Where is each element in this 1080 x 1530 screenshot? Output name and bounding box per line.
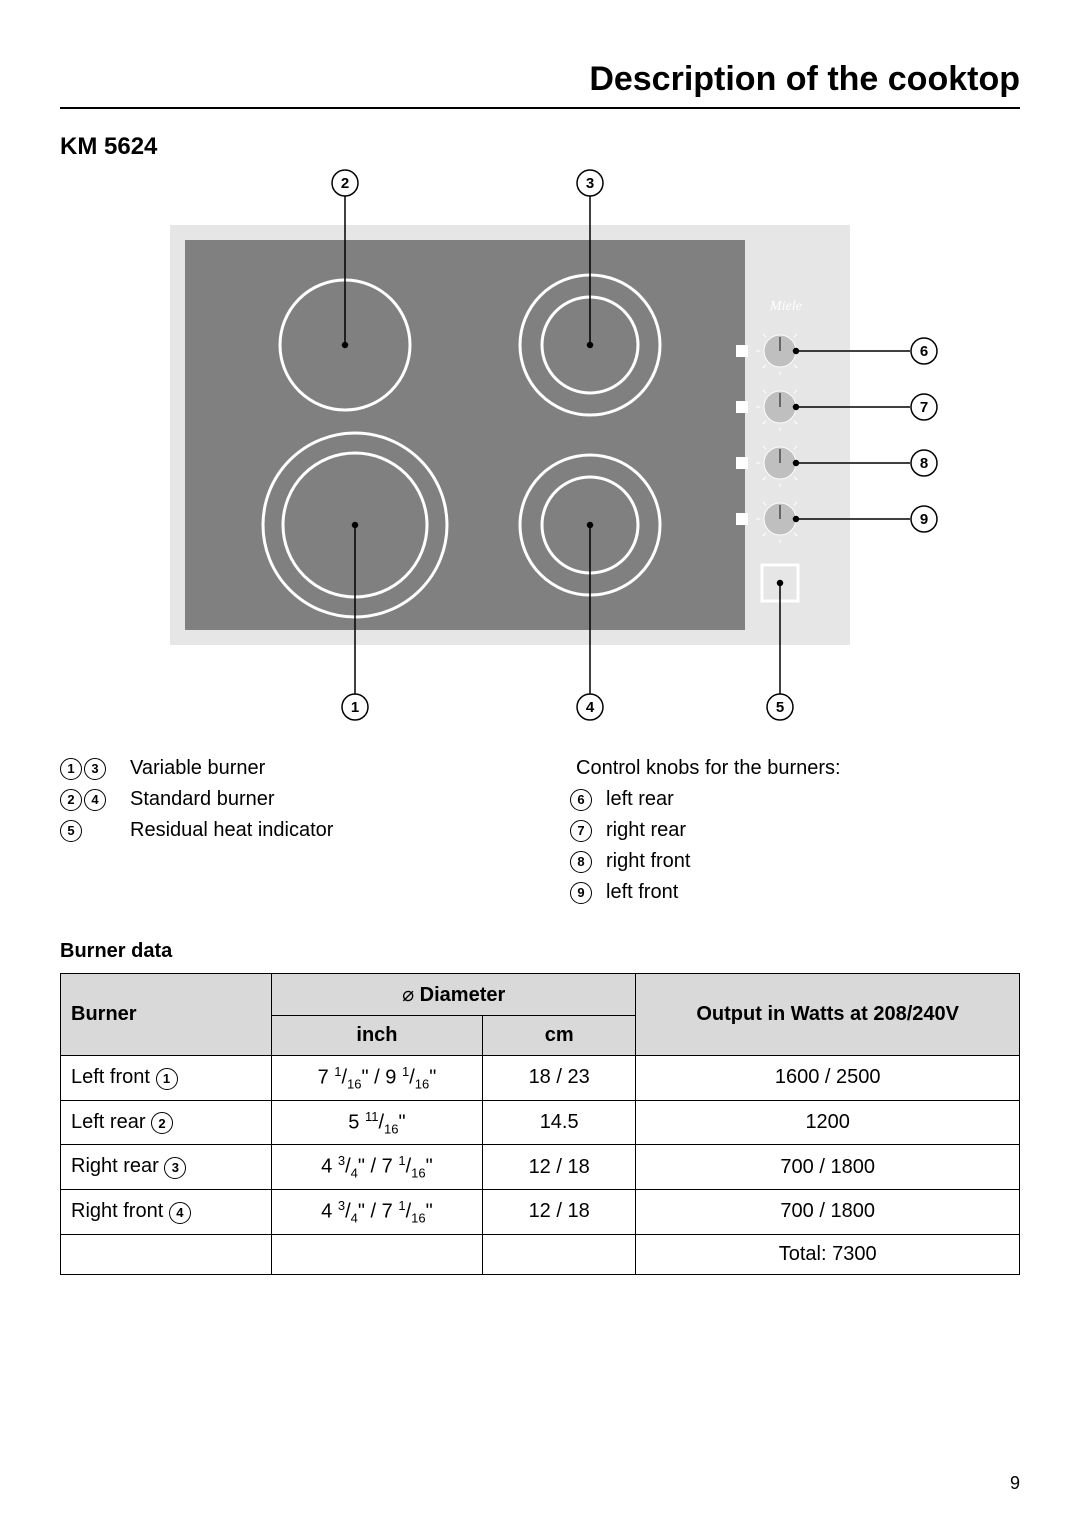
legend-text: Residual heat indicator [130, 819, 333, 842]
legend-text: Standard burner [130, 788, 275, 811]
cell-watts: 700 / 1800 [636, 1145, 1020, 1190]
svg-text:3: 3 [586, 175, 594, 192]
th-diameter: ⌀ Diameter [271, 974, 635, 1016]
table-row: Left front 17 1/16" / 9 1/16"18 / 231600… [61, 1056, 1020, 1101]
th-inch: inch [271, 1016, 482, 1056]
brand-label: Miele [769, 299, 802, 314]
cell-total: Total: 7300 [636, 1234, 1020, 1274]
callout-number-icon: 1 [156, 1068, 178, 1090]
cell-burner-name: Right front 4 [61, 1189, 272, 1234]
legend-text: right rear [606, 819, 686, 842]
th-cm: cm [482, 1016, 635, 1056]
burner-table: Burner ⌀ Diameter Output in Watts at 208… [60, 973, 1020, 1275]
legend-left: 13 Variable burner 24 Standard burner 5 Resid… [60, 749, 510, 912]
legend-text: Variable burner [130, 757, 265, 780]
cooktop-surface [185, 240, 745, 630]
legend-row: 9 left front [570, 881, 1020, 904]
legend-row: 24 Standard burner [60, 788, 510, 811]
callout-number-icon: 6 [570, 789, 592, 811]
legend-row: 8 right front [570, 850, 1020, 873]
cell-cm: 12 / 18 [482, 1145, 635, 1190]
callout-number-icon: 4 [169, 1202, 191, 1224]
callout-number-icon: 2 [151, 1112, 173, 1134]
legend-text: left front [606, 881, 678, 904]
page-number: 9 [1010, 1473, 1020, 1494]
svg-text:2: 2 [341, 175, 349, 192]
th-output: Output in Watts at 208/240V [636, 974, 1020, 1056]
cell-watts: 700 / 1800 [636, 1189, 1020, 1234]
cell-inch: 4 3/4" / 7 1/16" [271, 1145, 482, 1190]
callout-number-icon: 8 [570, 851, 592, 873]
model-number: KM 5624 [60, 133, 1020, 161]
table-row-total: Total: 7300 [61, 1234, 1020, 1274]
cell-watts: 1200 [636, 1100, 1020, 1145]
callout-number-icon: 4 [84, 789, 106, 811]
svg-text:8: 8 [920, 455, 928, 472]
legend-right: Control knobs for the burners: 6 left rea… [570, 749, 1020, 912]
cooktop-diagram: Miele [60, 165, 1020, 725]
cell-inch: 7 1/16" / 9 1/16" [271, 1056, 482, 1101]
cell-cm: 18 / 23 [482, 1056, 635, 1101]
callout-number-icon: 1 [60, 758, 82, 780]
legend-text: right front [606, 850, 690, 873]
callout-number-icon: 3 [84, 758, 106, 780]
callout-number-icon: 2 [60, 789, 82, 811]
cell-inch: 5 11/16" [271, 1100, 482, 1145]
th-burner: Burner [61, 974, 272, 1056]
table-row: Right rear 34 3/4" / 7 1/16"12 / 18700 /… [61, 1145, 1020, 1190]
legend: 13 Variable burner 24 Standard burner 5 Resid… [60, 749, 1020, 912]
cell-watts: 1600 / 2500 [636, 1056, 1020, 1101]
page-title: Description of the cooktop [60, 60, 1020, 109]
callout-number-icon: 9 [570, 882, 592, 904]
callout-number-icon: 7 [570, 820, 592, 842]
svg-text:9: 9 [920, 511, 928, 528]
table-row: Right front 44 3/4" / 7 1/16"12 / 18700 … [61, 1189, 1020, 1234]
svg-text:1: 1 [351, 699, 359, 716]
cell-cm: 14.5 [482, 1100, 635, 1145]
cell-burner-name: Left rear 2 [61, 1100, 272, 1145]
cell-cm: 12 / 18 [482, 1189, 635, 1234]
legend-row: 5 Residual heat indicator [60, 819, 510, 842]
burner-data-heading: Burner data [60, 940, 1020, 963]
legend-row: 7 right rear [570, 819, 1020, 842]
svg-text:7: 7 [920, 399, 928, 416]
callout-number-icon: 3 [164, 1157, 186, 1179]
svg-text:4: 4 [586, 699, 595, 716]
svg-text:6: 6 [920, 343, 928, 360]
table-row: Left rear 25 11/16"14.51200 [61, 1100, 1020, 1145]
cell-burner-name: Right rear 3 [61, 1145, 272, 1190]
callout-number-icon: 5 [60, 820, 82, 842]
cell-burner-name: Left front 1 [61, 1056, 272, 1101]
legend-text: left rear [606, 788, 674, 811]
legend-row: 13 Variable burner [60, 757, 510, 780]
svg-text:5: 5 [776, 699, 784, 716]
legend-row: 6 left rear [570, 788, 1020, 811]
legend-right-heading: Control knobs for the burners: [576, 757, 841, 780]
cell-inch: 4 3/4" / 7 1/16" [271, 1189, 482, 1234]
